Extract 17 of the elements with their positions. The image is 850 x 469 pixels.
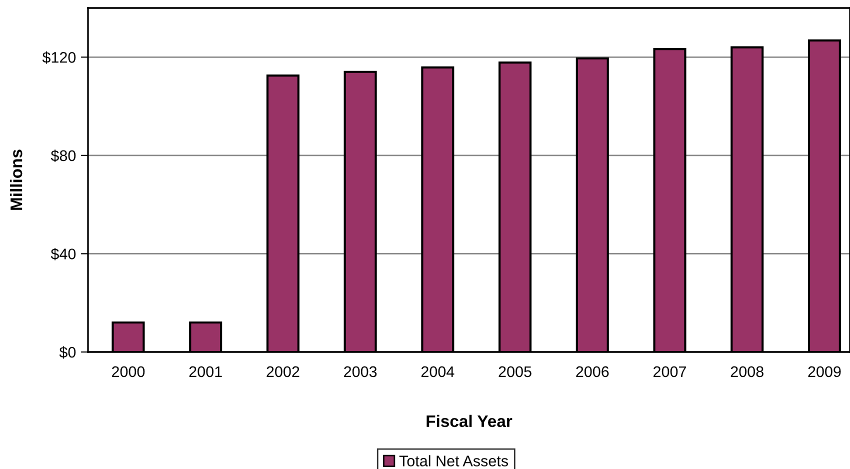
legend-label: Total Net Assets: [399, 455, 508, 466]
x-tick-label: 2005: [498, 366, 532, 378]
x-tick-label: 2007: [654, 366, 686, 378]
x-tick-label: 2006: [576, 366, 609, 378]
x-tick-label: 2002: [266, 366, 300, 378]
y-tick-label: $0: [59, 346, 76, 359]
y-tick-label: $120: [42, 51, 76, 64]
x-tick-label: 2000: [112, 366, 145, 378]
x-tick-label: 2008: [730, 366, 764, 378]
x-axis-title: Fiscal Year: [426, 414, 512, 428]
x-tick-label: 2004: [421, 366, 454, 378]
y-tick-label: $40: [50, 248, 76, 260]
y-axis-title: Millions: [10, 150, 22, 210]
x-tick-label: 2003: [344, 366, 377, 378]
y-tick-label: $80: [50, 150, 76, 162]
x-tick-label: 2001: [189, 366, 222, 378]
x-tick-label: 2009: [808, 366, 841, 378]
